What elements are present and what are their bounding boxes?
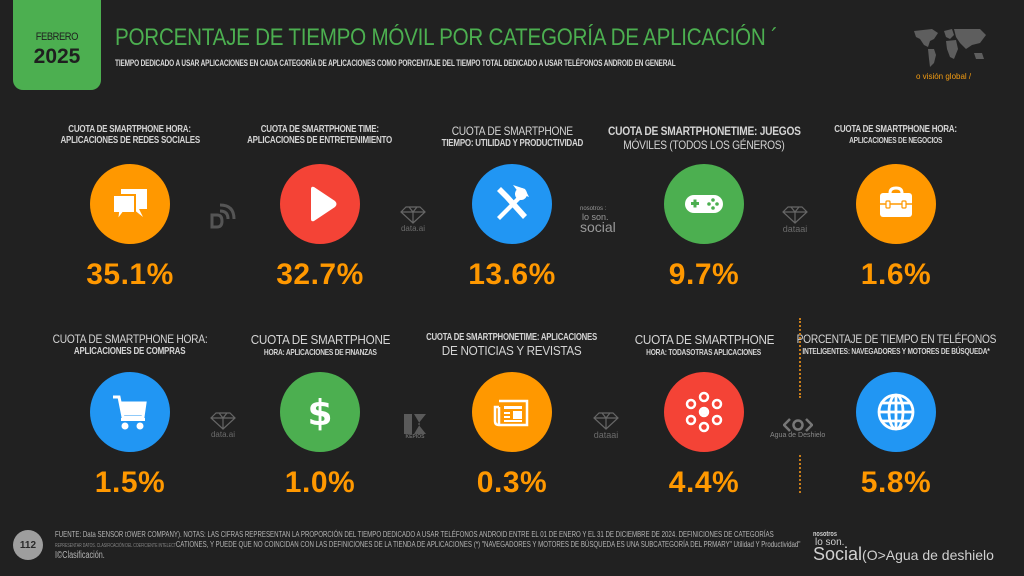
footer-logo-lo-son: lo son. — [815, 537, 845, 548]
tools-icon — [472, 164, 552, 244]
footer-line-2: REPRESENTAR DATOS. CLASIFICACIÓN DEL COE… — [55, 539, 800, 551]
dataai-logo-text: dataai — [593, 430, 619, 440]
card-other-apps: CUOTA DE SMARTPHONE HORA: TODASOTRAS APL… — [614, 332, 794, 500]
card-entertainment-apps: CUOTA DE SMARTPHONE TIME: APLICACIONES D… — [230, 124, 410, 292]
dollar-icon: $ — [280, 372, 360, 452]
shopping-cart-icon — [90, 372, 170, 452]
date-badge: FEBRERO 2025 — [13, 0, 101, 90]
dataai-logo: dataai — [593, 412, 619, 440]
dataai-logo-text: dataai — [782, 224, 808, 234]
globe-icon — [856, 372, 936, 452]
kepios-logo-text: KEPIOS — [405, 434, 425, 440]
footer-notes: FUENTE: Data SENSOR tOWER COMPANY). NOTA… — [55, 529, 800, 561]
nosotros-social-logo: nosotros : lo son. social — [580, 206, 616, 235]
footer-line-2-small: REPRESENTAR DATOS. CLASIFICACIÓN DEL COE… — [55, 543, 176, 549]
dataai-signal-logo — [208, 203, 236, 231]
agua-de-deshielo-logo: Agua de Deshielo — [770, 418, 825, 439]
card-value: 35.1% — [86, 258, 174, 291]
date-year: 2025 — [33, 45, 81, 68]
footer-line-3: I©Clasificación. — [55, 550, 105, 561]
play-icon — [280, 164, 360, 244]
card-label-line2: APLICACIONES DE COMPRAS — [74, 346, 186, 357]
footer-line-2-text: CATIONES, Y PUEDE QUE NO COINCIDAN CON L… — [175, 539, 801, 549]
footer-logo-social: Social — [813, 544, 863, 564]
molecule-icon — [664, 372, 744, 452]
card-shopping-apps: CUOTA DE SMARTPHONE HORA: APLICACIONES D… — [40, 332, 220, 500]
card-label-line2: APLICACIONES DE NEGOCIOS — [849, 135, 943, 145]
card-label-line2: APLICACIONES DE ENTRETENIMIENTO — [247, 135, 393, 146]
card-label-line1: CUOTA DE SMARTPHONE TIME: — [261, 124, 379, 135]
card-value: 0.3% — [476, 466, 548, 499]
card-value: 1.6% — [860, 258, 932, 291]
card-news-apps: CUOTA DE SMARTPHONETIME: APLICACIONES DE… — [422, 332, 602, 500]
card-value: 4.4% — [668, 466, 740, 499]
card-label-line2: TIEMPO: UTILIDAD Y PRODUCTIVIDAD — [441, 138, 583, 149]
card-value: 13.6% — [468, 258, 556, 291]
world-map-icon — [914, 29, 986, 67]
date-month: FEBRERO — [35, 31, 79, 43]
card-social-apps: CUOTA DE SMARTPHONE HORA: APLICACIONES D… — [40, 124, 220, 292]
card-label-line1: CUOTA DE SMARTPHONETIME: JUEGOS — [607, 124, 801, 138]
newspaper-icon — [472, 372, 552, 452]
footer-brand-logo: nosotros lo son. Social(O>Agua de deshie… — [813, 531, 994, 564]
card-value: 9.7% — [668, 258, 740, 291]
page-subtitle: TIEMPO DEDICADO A USAR APLICACIONES EN C… — [115, 58, 676, 68]
dataai-logo-text: data.ai — [400, 224, 426, 233]
card-browsers-search: PORCENTAJE DE TIEMPO EN TELÉFONOS INTELI… — [796, 332, 996, 500]
map-caption: o visión global / — [916, 72, 972, 81]
lo-son-text: lo son. — [582, 212, 609, 222]
card-label-line2: INTELIGENTES: NAVEGADORES Y MOTORES DE B… — [802, 346, 990, 356]
card-value: 5.8% — [860, 466, 932, 499]
card-label-line1: PORCENTAJE DE TIEMPO EN TELÉFONOS — [796, 332, 996, 346]
dataai-logo: dataai — [782, 206, 808, 234]
dataai-logo-text: data.ai — [210, 430, 236, 439]
agua-logo-text: Agua de Deshielo — [770, 432, 826, 439]
kepios-icon — [404, 414, 426, 434]
card-label-line2: HORA: APLICACIONES DE FINANZAS — [263, 347, 377, 357]
card-games-apps: CUOTA DE SMARTPHONETIME: JUEGOS MÓVILES … — [608, 124, 801, 292]
diamond-icon — [782, 206, 808, 224]
kepios-logo: KEPIOS — [404, 414, 426, 440]
separator-line-bottom — [799, 455, 801, 493]
diamond-icon — [400, 206, 426, 224]
svg-text:$: $ — [307, 393, 332, 434]
card-label-line1: CUOTA DE SMARTPHONE HORA: — [68, 124, 192, 135]
footer-line-1: FUENTE: Data SENSOR tOWER COMPANY). NOTA… — [55, 529, 774, 539]
card-label-line1: CUOTA DE SMARTPHONE — [634, 332, 774, 347]
briefcase-icon — [856, 164, 936, 244]
dataai-logo: data.ai — [400, 206, 426, 233]
card-label-line2: MÓVILES (TODOS LOS GÉNEROS) — [623, 138, 785, 152]
footer-logo-agua: (O>Agua de deshielo — [862, 547, 994, 563]
eye-icon — [782, 418, 813, 432]
card-label-line1: CUOTA DE SMARTPHONE — [250, 332, 390, 347]
card-value: 1.0% — [284, 466, 356, 499]
page-title: PORCENTAJE DE TIEMPO MÓVIL POR CATEGORÍA… — [115, 24, 778, 51]
card-value: 1.5% — [94, 466, 166, 499]
diamond-icon — [593, 412, 619, 430]
card-label-line1: CUOTA DE SMARTPHONETIME: APLICACIONES — [426, 332, 598, 343]
card-label-line1: CUOTA DE SMARTPHONE HORA: — [52, 332, 208, 346]
card-label-line1: CUOTA DE SMARTPHONE HORA: — [834, 124, 958, 135]
card-business-apps: CUOTA DE SMARTPHONE HORA: APLICACIONES D… — [806, 124, 986, 292]
gamepad-icon — [664, 164, 744, 244]
card-value: 32.7% — [276, 258, 364, 291]
dataai-logo: data.ai — [210, 412, 236, 439]
footer-logo-nosotros: nosotros — [813, 531, 837, 538]
page-number: 112 — [13, 530, 43, 560]
card-label-line2: DE NOTICIAS Y REVISTAS — [442, 343, 582, 358]
card-finance-apps: CUOTA DE SMARTPHONE HORA: APLICACIONES D… — [230, 332, 410, 500]
card-label-line2: APLICACIONES DE REDES SOCIALES — [60, 135, 200, 146]
diamond-icon — [210, 412, 236, 430]
card-label-line1: CUOTA DE SMARTPHONE — [451, 124, 573, 138]
chat-bubbles-icon — [90, 164, 170, 244]
nosotros-text: nosotros : — [580, 206, 607, 212]
separator-line-top — [799, 318, 801, 398]
social-text: social — [580, 219, 616, 235]
card-utility-apps: CUOTA DE SMARTPHONE TIEMPO: UTILIDAD Y P… — [422, 124, 602, 292]
card-label-line2: HORA: TODASOTRAS APLICACIONES — [646, 347, 762, 357]
